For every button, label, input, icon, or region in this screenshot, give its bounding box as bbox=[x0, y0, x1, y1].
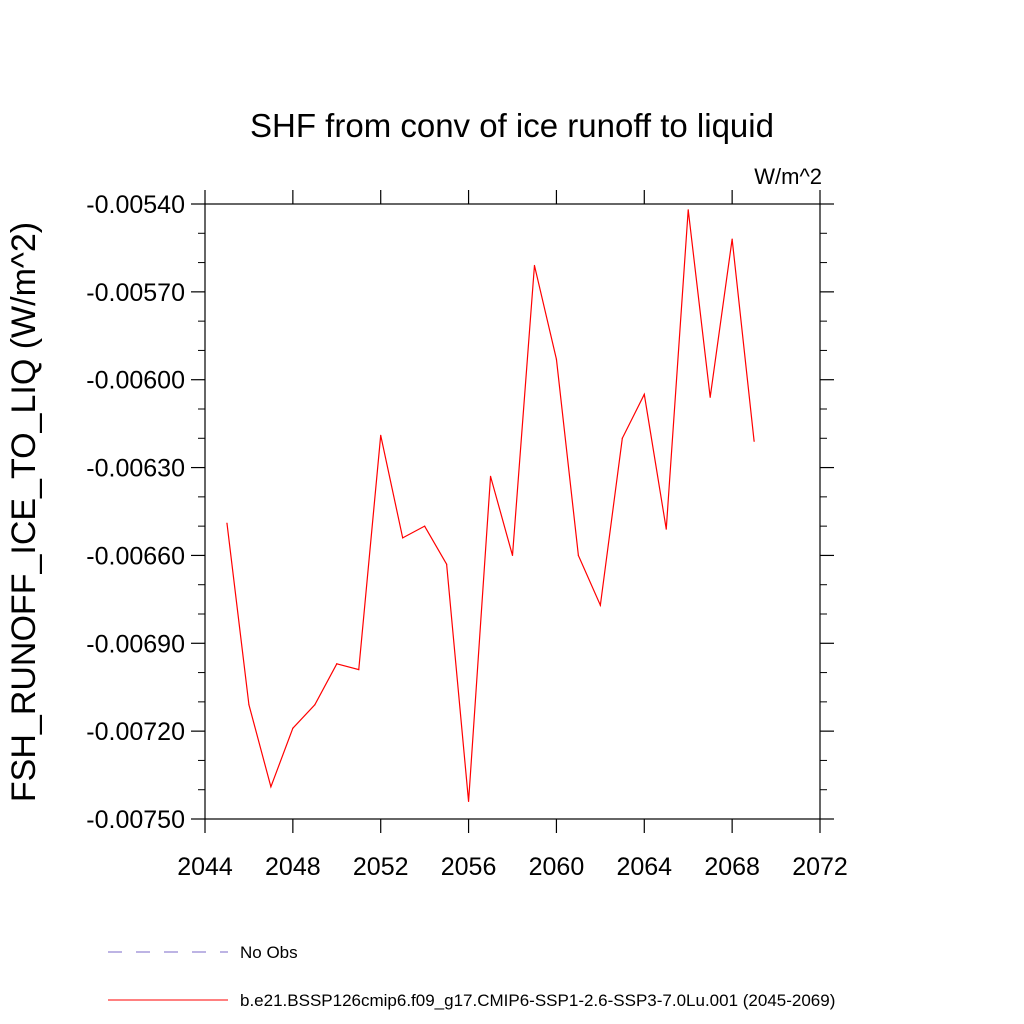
data-point bbox=[599, 604, 601, 606]
x-tick-label: 2052 bbox=[353, 853, 409, 881]
x-tick-label: 2044 bbox=[177, 853, 233, 881]
y-tick-label: -0.00600 bbox=[86, 367, 185, 395]
data-point bbox=[380, 434, 382, 436]
data-point bbox=[511, 554, 514, 557]
legend-label-0: No Obs bbox=[240, 943, 298, 962]
chart-title: SHF from conv of ice runoff to liquid bbox=[250, 107, 774, 144]
axis-ticks bbox=[191, 190, 834, 833]
data-point bbox=[314, 704, 316, 706]
x-tick-label: 2060 bbox=[529, 853, 585, 881]
data-point bbox=[336, 663, 338, 665]
y-tick-label: -0.00750 bbox=[86, 806, 185, 834]
data-point bbox=[533, 264, 536, 267]
data-point bbox=[643, 393, 645, 395]
data-point bbox=[489, 475, 492, 477]
data-point bbox=[665, 528, 667, 530]
data-point bbox=[467, 800, 470, 803]
units-label: W/m^2 bbox=[754, 164, 822, 189]
data-point bbox=[248, 704, 250, 706]
data-point bbox=[446, 563, 448, 565]
axis-tick-labels: -0.00540 -0.00570 -0.00600 -0.00630 -0.00660… bbox=[86, 191, 848, 881]
series-lines bbox=[226, 209, 755, 803]
data-point bbox=[270, 786, 272, 788]
data-point bbox=[402, 537, 404, 539]
x-tick-label: 2068 bbox=[704, 853, 760, 881]
y-tick-label: -0.00690 bbox=[86, 630, 185, 658]
data-point bbox=[555, 358, 558, 360]
data-point bbox=[731, 238, 733, 240]
y-axis-label: FSH_RUNOFF_ICE_TO_LIQ (W/m^2) bbox=[5, 222, 43, 802]
data-point bbox=[577, 554, 579, 557]
data-point bbox=[621, 437, 623, 439]
legend-label-1: b.e21.BSSP126cmip6.f09_g17.CMIP6-SSP1-2.… bbox=[240, 991, 835, 1010]
y-tick-label: -0.00540 bbox=[86, 191, 185, 219]
x-tick-label: 2056 bbox=[441, 853, 497, 881]
plot-frame bbox=[204, 203, 821, 820]
x-tick-label: 2064 bbox=[616, 853, 672, 881]
data-point bbox=[226, 522, 228, 524]
y-tick-label: -0.00660 bbox=[86, 542, 185, 570]
y-tick-label: -0.00570 bbox=[86, 279, 185, 307]
data-point bbox=[292, 727, 294, 729]
data-point bbox=[358, 669, 360, 671]
data-point bbox=[753, 440, 755, 442]
x-tick-label: 2072 bbox=[792, 853, 848, 881]
data-point bbox=[687, 209, 689, 211]
legend: No Obs b.e21.BSSP126cmip6.f09_g17.CMIP6-S… bbox=[108, 943, 835, 1010]
series-line-1 bbox=[226, 209, 755, 802]
y-tick-label: -0.00630 bbox=[86, 455, 185, 483]
y-tick-label: -0.00720 bbox=[86, 718, 185, 746]
x-tick-label: 2048 bbox=[265, 853, 321, 881]
data-point bbox=[709, 396, 711, 398]
data-point bbox=[424, 525, 426, 527]
